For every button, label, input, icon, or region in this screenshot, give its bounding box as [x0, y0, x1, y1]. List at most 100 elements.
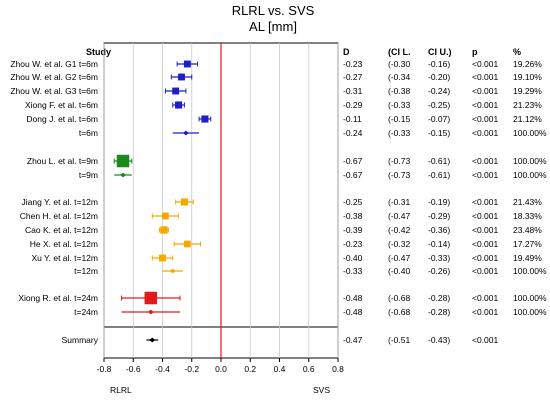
- x-tick-label: -0.8: [97, 364, 112, 374]
- ci-upper-value: -0.33): [428, 253, 450, 263]
- ci-upper-value: -0.29): [428, 211, 450, 221]
- header-weight: %: [513, 47, 521, 57]
- p-value: <0.001: [472, 100, 499, 110]
- study-row: Zhou W. et al. G2 t=6m -0.27 (-0.34 -0.20) <…: [10, 72, 542, 82]
- study-point: [172, 87, 180, 95]
- study-row: Xiong R. et al. t=24m -0.48 (-0.68 -0.28) <0…: [18, 291, 547, 305]
- row-label: t=9m: [79, 170, 98, 180]
- weight-value: 19.10%: [513, 72, 542, 82]
- x-tick-label: -0.2: [184, 364, 199, 374]
- ci-lower-value: (-0.33: [388, 100, 410, 110]
- weight-value: 100.00%: [513, 307, 547, 317]
- x-tick-label: 0.2: [244, 364, 256, 374]
- effect-value: -0.48: [343, 293, 363, 303]
- study-point: [144, 291, 158, 305]
- study-point: [178, 73, 185, 81]
- ci-upper-value: -0.15): [428, 128, 450, 138]
- study-row: Cao K. et al. t=12m -0.39 (-0.42 -0.36) <0.0…: [25, 225, 542, 235]
- ci-upper-value: -0.28): [428, 293, 450, 303]
- row-label: Xu Y. et al. t=12m: [31, 253, 98, 263]
- study-row: Xiong F. et al. t=6m -0.29 (-0.33 -0.25) <0.…: [25, 100, 542, 110]
- row-label: Zhou L. et al. t=9m: [27, 156, 98, 166]
- ci-upper-value: -0.26): [428, 266, 450, 276]
- ci-upper-value: -0.43): [428, 335, 450, 345]
- row-label: Jiang Y. et al. t=12m: [22, 197, 98, 207]
- study-row: He X. et al. t=12m -0.23 (-0.32 -0.14) <0.00…: [30, 239, 543, 249]
- p-value: <0.001: [472, 225, 499, 235]
- weight-value: 19.49%: [513, 253, 542, 263]
- weight-value: 21.43%: [513, 197, 542, 207]
- ci-lower-value: (-0.40: [388, 266, 410, 276]
- effect-value: -0.40: [343, 253, 363, 263]
- ci-upper-value: -0.16): [428, 59, 450, 69]
- row-label: He X. et al. t=12m: [30, 239, 98, 249]
- p-value: <0.001: [472, 253, 499, 263]
- effect-value: -0.39: [343, 225, 363, 235]
- p-value: <0.001: [472, 266, 499, 276]
- study-point: [180, 198, 189, 206]
- pooled-diamond: [182, 130, 189, 136]
- x-tick-label: -0.6: [126, 364, 141, 374]
- study-row: Zhou W. et al. G1 t=6m -0.23 (-0.30 -0.16) <…: [10, 59, 542, 69]
- ci-upper-value: -0.20): [428, 72, 450, 82]
- effect-value: -0.23: [343, 59, 363, 69]
- pooled-row: t=9m -0.67 (-0.73 -0.61) <0.001 100.00%: [79, 170, 547, 180]
- study-row: Chen H. et al. t=12m -0.38 (-0.47 -0.29) <0.…: [20, 211, 542, 221]
- ci-lower-value: (-0.33: [388, 128, 410, 138]
- pooled-diamond: [169, 268, 176, 274]
- study-point: [184, 240, 191, 248]
- header-p: p: [472, 47, 478, 57]
- study-point: [175, 101, 183, 109]
- p-value: <0.001: [472, 156, 499, 166]
- weight-value: 19.29%: [513, 86, 542, 96]
- ci-lower-value: (-0.73: [388, 156, 410, 166]
- weight-value: 100.00%: [513, 128, 547, 138]
- ci-lower-value: (-0.68: [388, 293, 410, 303]
- pooled-row: t=6m -0.24 (-0.33 -0.15) <0.001 100.00%: [79, 128, 547, 138]
- ci-upper-value: -0.19): [428, 197, 450, 207]
- ci-lower-value: (-0.31: [388, 197, 410, 207]
- ci-lower-value: (-0.34: [388, 72, 410, 82]
- ci-upper-value: -0.36): [428, 225, 450, 235]
- ci-upper-value: -0.25): [428, 100, 450, 110]
- ci-lower-value: (-0.30: [388, 59, 410, 69]
- weight-value: 23.48%: [513, 225, 542, 235]
- effect-value: -0.25: [343, 197, 363, 207]
- study-row: Xu Y. et al. t=12m -0.40 (-0.47 -0.33) <0.00…: [31, 253, 542, 263]
- effect-value: -0.47: [343, 335, 363, 345]
- ci-lower-value: (-0.51: [388, 335, 410, 345]
- row-label: Xiong R. et al. t=24m: [18, 293, 98, 303]
- ci-lower-value: (-0.73: [388, 170, 410, 180]
- ci-upper-value: -0.24): [428, 86, 450, 96]
- p-value: <0.001: [472, 307, 499, 317]
- weight-value: 21.23%: [513, 100, 542, 110]
- study-row: Dong J. et al. t=6m -0.11 (-0.15 -0.07) <0.0…: [26, 114, 542, 124]
- favors-left-label: RLRL: [110, 385, 132, 395]
- header-ci-upper: CI U.): [428, 47, 452, 57]
- chart-subtitle: AL [mm]: [249, 19, 297, 34]
- p-value: <0.001: [472, 59, 499, 69]
- weight-value: 19.26%: [513, 59, 542, 69]
- x-tick-label: 0.4: [274, 364, 286, 374]
- pooled-diamond: [147, 309, 154, 315]
- chart-title: RLRL vs. SVS: [232, 3, 315, 18]
- effect-value: -0.23: [343, 239, 363, 249]
- p-value: <0.001: [472, 114, 499, 124]
- effect-value: -0.11: [343, 114, 362, 124]
- study-point: [201, 115, 209, 123]
- effect-value: -0.29: [343, 100, 363, 110]
- ci-upper-value: -0.14): [428, 239, 450, 249]
- row-label: Zhou W. et al. G2 t=6m: [10, 72, 98, 82]
- pooled-row: t=12m -0.33 (-0.40 -0.26) <0.001 100.00%: [74, 266, 547, 276]
- p-value: <0.001: [472, 293, 499, 303]
- row-label: t=12m: [74, 266, 98, 276]
- row-label: Xiong F. et al. t=6m: [25, 100, 98, 110]
- x-tick-label: 0.6: [303, 364, 315, 374]
- effect-value: -0.67: [343, 156, 363, 166]
- ci-lower-value: (-0.42: [388, 225, 410, 235]
- ci-lower-value: (-0.38: [388, 86, 410, 96]
- p-value: <0.001: [472, 128, 499, 138]
- ci-lower-value: (-0.47: [388, 211, 410, 221]
- study-point: [162, 212, 169, 220]
- weight-value: 17.27%: [513, 239, 542, 249]
